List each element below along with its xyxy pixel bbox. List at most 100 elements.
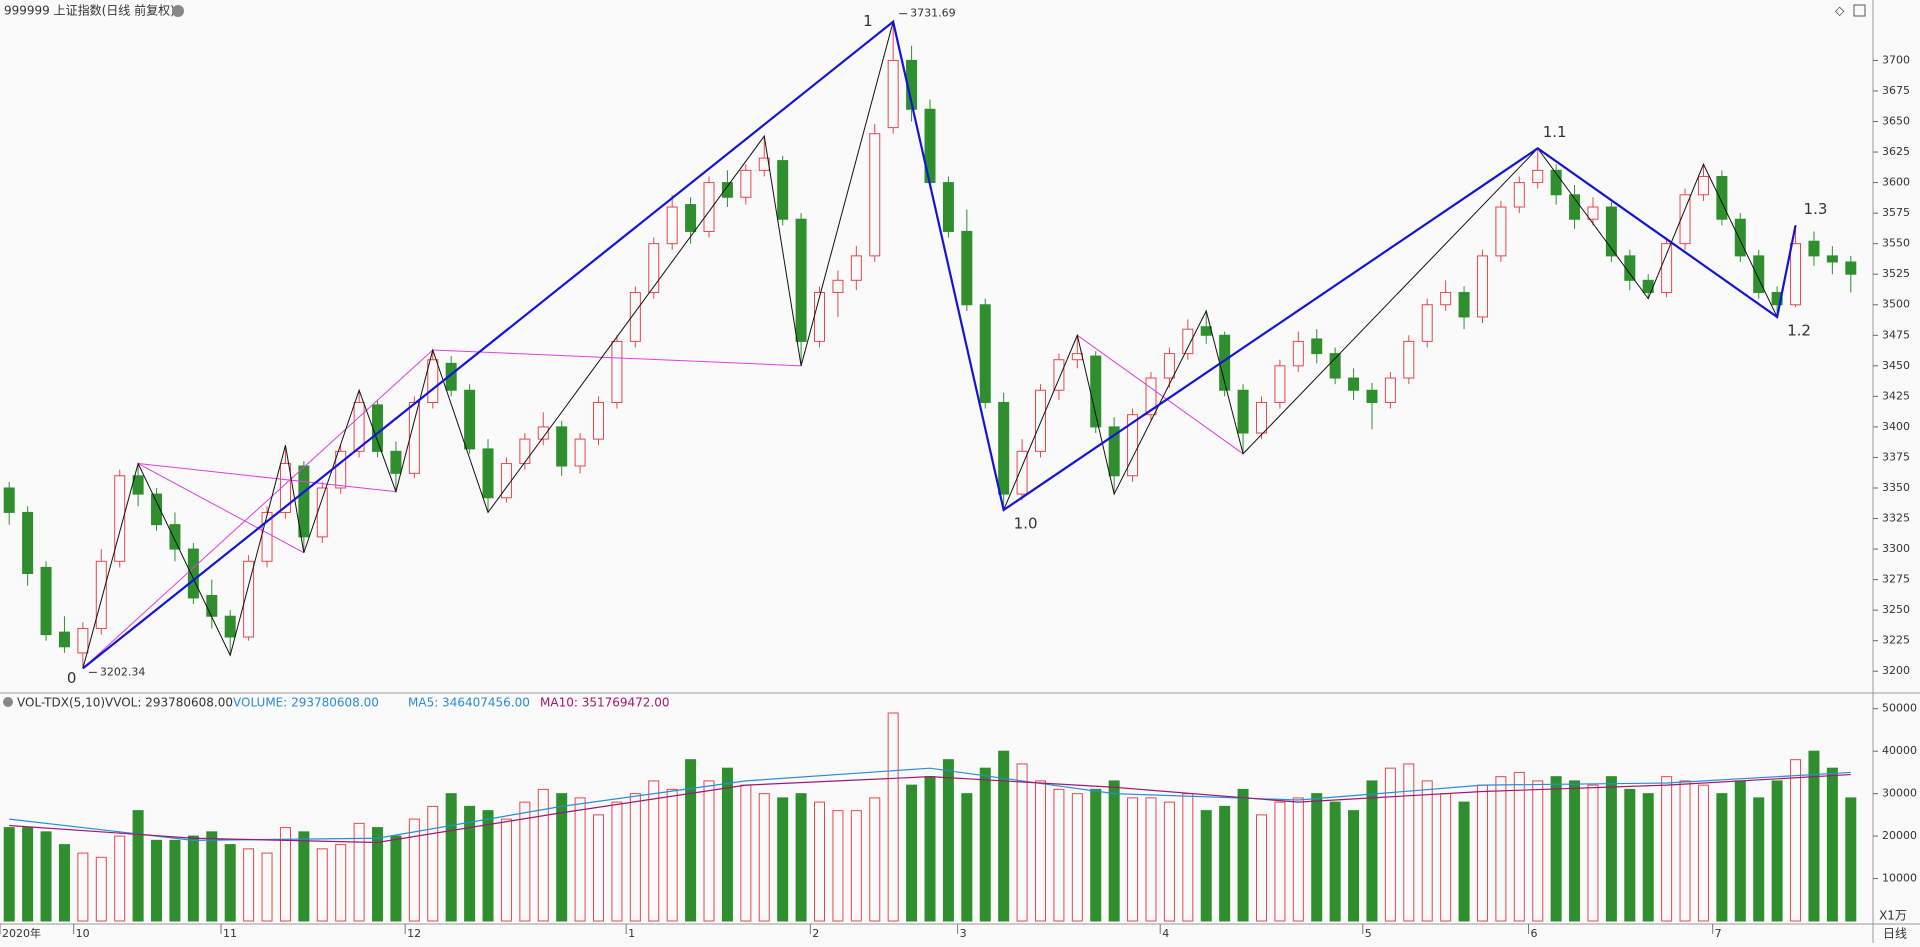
candle-body xyxy=(1587,206,1599,220)
y-tick-label: 3225 xyxy=(1882,634,1910,647)
y-tick-label: 20000 xyxy=(1882,829,1917,842)
volume-bar xyxy=(77,852,89,922)
candle-body xyxy=(574,438,586,467)
volume-bar xyxy=(1440,793,1452,922)
magenta-line xyxy=(82,349,434,669)
candle-body xyxy=(850,255,862,281)
candle-body xyxy=(335,450,347,489)
volume-bar xyxy=(1274,801,1286,922)
y-tick-label: 3625 xyxy=(1882,145,1910,158)
volume-bar xyxy=(206,831,218,922)
y-tick-label: 3650 xyxy=(1882,115,1910,128)
candle-body xyxy=(556,426,568,467)
volume-bar xyxy=(464,805,476,922)
volume-bar xyxy=(445,793,457,922)
volume-bar xyxy=(1403,763,1415,922)
diamond-icon[interactable]: ◇ xyxy=(1835,4,1845,18)
volume-bar xyxy=(574,797,586,922)
candle-body xyxy=(224,615,236,638)
volume-bar xyxy=(372,827,384,922)
candle-body xyxy=(1661,243,1673,294)
volume-bar xyxy=(850,810,862,922)
volume-bar xyxy=(1384,767,1396,922)
magenta-line xyxy=(137,463,305,554)
candle-body xyxy=(1440,292,1452,306)
candle-body xyxy=(445,362,457,391)
date-label: 7 xyxy=(1715,927,1722,940)
candle-body xyxy=(40,566,52,636)
y-tick-label: 50000 xyxy=(1882,702,1917,715)
candle-body xyxy=(114,475,126,562)
candle-body xyxy=(593,401,605,440)
volume-bar xyxy=(335,844,347,922)
indicator-menu-icon[interactable] xyxy=(3,697,13,707)
candle-body xyxy=(961,230,973,306)
panel-icon[interactable] xyxy=(1853,4,1866,17)
candle-body xyxy=(1495,206,1507,257)
volume-bar xyxy=(648,780,660,922)
y-tick-label: 3325 xyxy=(1882,512,1910,525)
volume-bar xyxy=(740,784,752,922)
volume-bar xyxy=(611,801,623,922)
candle-body xyxy=(629,292,641,342)
magenta-line xyxy=(138,463,396,493)
y-tick-label: 3400 xyxy=(1882,420,1910,433)
volume-bar xyxy=(261,852,273,922)
volume-bar xyxy=(1458,801,1470,922)
candle-body xyxy=(1274,365,1286,403)
candle-body xyxy=(132,475,144,495)
candle-body xyxy=(464,389,476,450)
price-label: 3202.34 xyxy=(100,665,145,678)
chart-title: 999999 上证指数(日线 前复权) xyxy=(4,3,175,18)
wave-label: 1.0 xyxy=(1014,514,1038,532)
candle-body xyxy=(151,493,163,526)
volume-bar xyxy=(353,822,365,922)
candle-body xyxy=(1348,377,1360,391)
volume-bar xyxy=(1679,780,1691,922)
candle-body xyxy=(1458,292,1470,318)
candle-body xyxy=(1163,353,1175,379)
candle-body xyxy=(1734,218,1746,257)
candle-body xyxy=(95,560,107,629)
candle-body xyxy=(482,448,494,499)
volume-bar xyxy=(1200,810,1212,922)
candle-body xyxy=(887,59,899,129)
volume-bar xyxy=(1532,780,1544,922)
candle-body xyxy=(869,133,881,257)
y-tick-label: 3250 xyxy=(1882,603,1910,616)
volume-bar xyxy=(629,793,641,922)
date-label: 1 xyxy=(628,927,635,940)
candle-body xyxy=(648,243,660,294)
volume-bar xyxy=(151,839,163,922)
volume-bar xyxy=(537,788,549,922)
candle-body xyxy=(519,438,531,465)
candle-body xyxy=(1605,206,1617,257)
y-tick-label: 3450 xyxy=(1882,359,1910,372)
candle-body xyxy=(187,548,199,599)
candle-body xyxy=(795,218,807,342)
volume-bar xyxy=(832,810,844,922)
candle-body xyxy=(1679,194,1691,245)
candle-body xyxy=(261,511,273,562)
volume-bar xyxy=(316,848,328,922)
volume-bar xyxy=(1182,793,1194,922)
volume-bar xyxy=(1569,780,1581,922)
candle-body xyxy=(372,404,384,452)
indicator-vvol: VVOL: 293780608.00 xyxy=(105,696,233,710)
candle-body xyxy=(703,182,715,232)
candle-body xyxy=(298,465,310,538)
candle-body xyxy=(3,487,15,513)
indicator-name: VOL-TDX(5,10) xyxy=(17,696,105,710)
period-label: 日线 xyxy=(1883,927,1907,941)
volume-bar xyxy=(1366,780,1378,922)
candle-body xyxy=(1771,292,1783,306)
volume-bar xyxy=(187,835,199,922)
candle-body xyxy=(998,401,1010,495)
candle-body xyxy=(316,487,328,538)
volume-bar xyxy=(685,759,697,922)
y-tick-label: 3475 xyxy=(1882,328,1910,341)
volume-bar xyxy=(1127,797,1139,922)
candle-body xyxy=(1532,169,1544,184)
wave-line xyxy=(82,19,1797,670)
title-menu-icon[interactable] xyxy=(172,5,184,17)
